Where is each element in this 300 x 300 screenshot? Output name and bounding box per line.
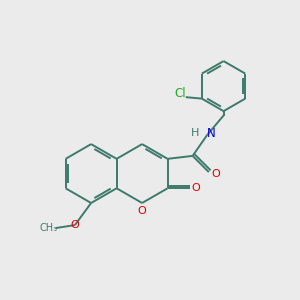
- Text: O: O: [192, 183, 200, 193]
- Text: Cl: Cl: [175, 87, 186, 100]
- Text: H: H: [191, 128, 199, 138]
- Text: O: O: [138, 206, 146, 216]
- Text: O: O: [70, 220, 79, 230]
- Text: N: N: [206, 127, 215, 140]
- Text: CH₃: CH₃: [39, 223, 58, 233]
- Text: O: O: [211, 169, 220, 178]
